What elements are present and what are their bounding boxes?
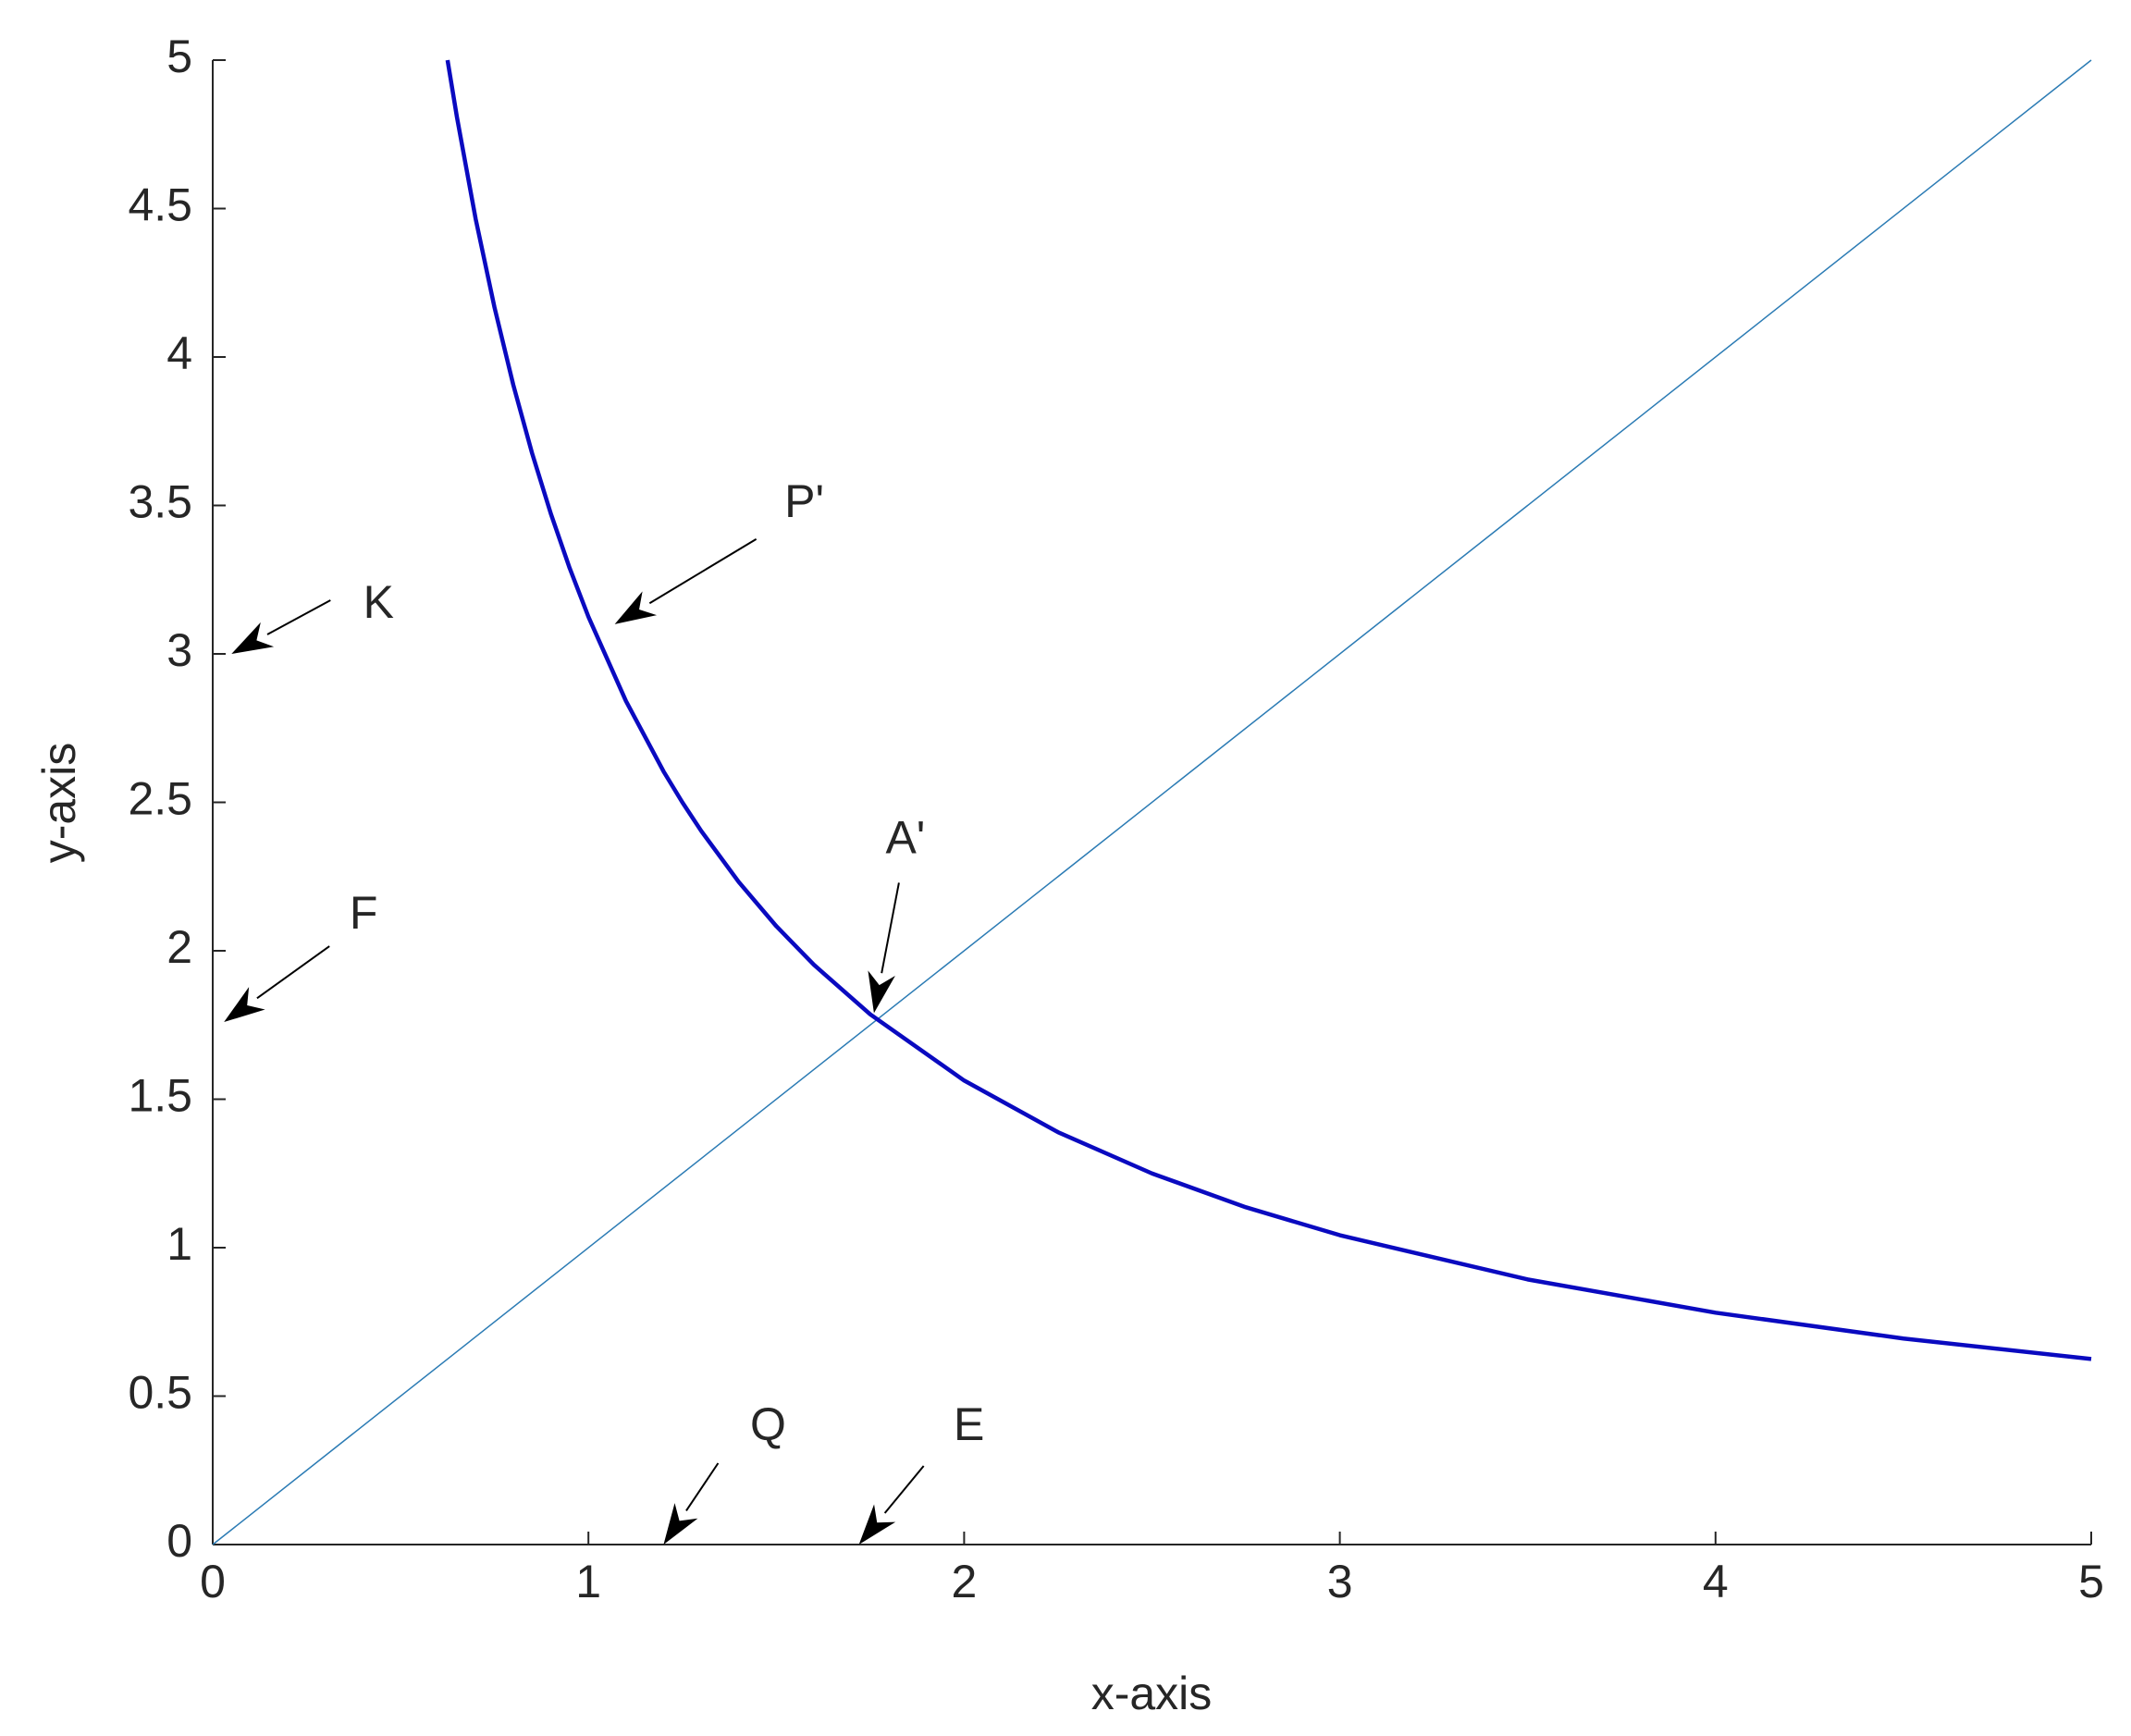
annotation-arrowhead [224,987,265,1023]
x-tick-label: 1 [575,1556,601,1607]
annotation-label: Q [750,1398,786,1450]
y-tick-label: 1.5 [128,1070,192,1122]
x-tick-label: 5 [2078,1556,2104,1607]
y-tick-label: 1 [166,1218,192,1270]
annotation-arrowhead [868,970,895,1014]
annotation-label: F [350,887,378,939]
x-tick-label: 4 [1703,1556,1729,1607]
y-tick-label: 0.5 [128,1367,192,1419]
annotation-label: E [954,1398,984,1450]
annotation-label: P' [784,475,824,527]
y-tick-label: 5 [166,31,192,82]
x-tick-label: 2 [951,1556,977,1607]
y-tick-label: 2.5 [128,773,192,825]
x-tick-label: 0 [200,1556,226,1607]
annotation-arrow [256,945,330,1000]
annotation-arrowhead [231,622,275,654]
annotation-arrow [648,538,758,605]
annotation-arrowhead [858,1504,896,1545]
x-axis-label: x-axis [1091,1668,1213,1719]
annotation-arrow [883,1465,925,1514]
y-tick-label: 0 [166,1515,192,1567]
annotation-arrow [685,1462,720,1512]
line-series [445,59,2092,1361]
y-tick-label: 4 [166,327,192,379]
y-axis-label: y-axis [33,743,85,864]
y-tick-label: 3 [166,624,192,676]
annotation-arrow [881,882,900,974]
annotation-arrowhead [663,1503,698,1545]
annotation-arrowhead [614,591,658,624]
line-series [212,59,2092,1545]
annotation-label: K [363,576,394,628]
y-tick-label: 4.5 [128,179,192,231]
annotation-arrow [266,599,331,635]
annotation-label: A' [885,812,925,864]
x-tick-label: 3 [1327,1556,1353,1607]
y-tick-label: 2 [166,921,192,973]
y-tick-label: 3.5 [128,476,192,528]
